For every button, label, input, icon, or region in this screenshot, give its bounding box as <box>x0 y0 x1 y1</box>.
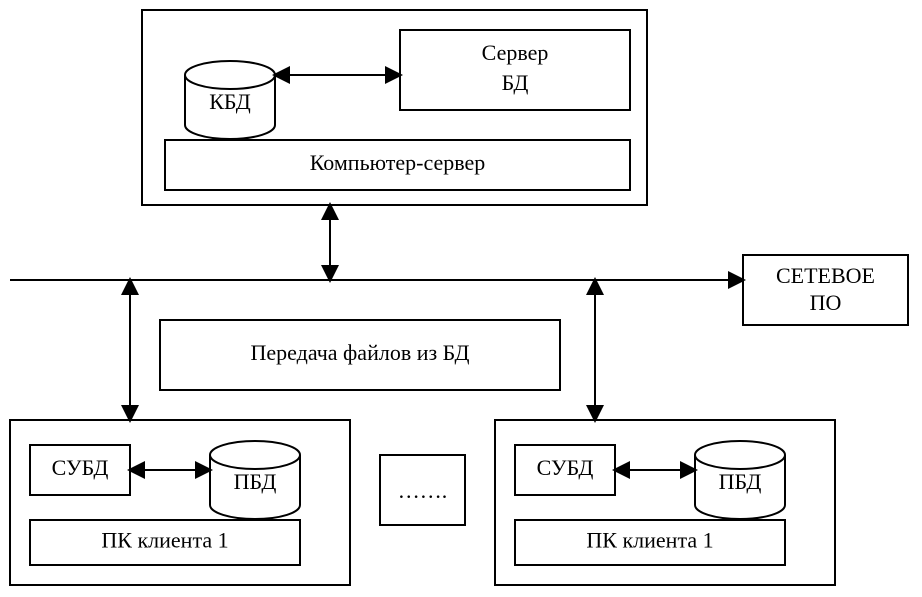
client-left-subd-label: СУБД <box>52 455 109 480</box>
ellipsis-box: ……. <box>380 455 465 525</box>
client-left-pbd-label: ПБД <box>234 469 277 494</box>
client-right-pc-label: ПК клиента 1 <box>586 528 713 553</box>
file-transfer-label: Передача файлов из БД <box>251 340 470 365</box>
db-server-line1: Сервер <box>482 40 549 65</box>
network-sw-line1: СЕТЕВОЕ <box>776 263 875 288</box>
client-left-pc-label: ПК клиента 1 <box>101 528 228 553</box>
client-left-container: СУБД ПБД ПК клиента 1 <box>10 420 350 585</box>
client-left-pbd-cylinder: ПБД <box>210 441 300 519</box>
computer-server-label: Компьютер-сервер <box>310 150 486 175</box>
client-right-container: СУБД ПБД ПК клиента 1 <box>495 420 835 585</box>
client-right-pbd-label: ПБД <box>719 469 762 494</box>
diagram-root: КБД Сервер БД Компьютер-сервер СЕТЕВОЕПО Пе… <box>0 0 922 597</box>
kbd-label: КБД <box>209 89 250 114</box>
network-sw-line2: ПО <box>810 290 842 315</box>
file-transfer-box: Передача файлов из БД <box>160 320 560 390</box>
kbd-cylinder: КБД <box>185 61 275 139</box>
client-right-subd-label: СУБД <box>537 455 594 480</box>
ellipsis-label: ……. <box>398 478 448 503</box>
client-right-pbd-cylinder: ПБД <box>695 441 785 519</box>
server-container: КБД Сервер БД Компьютер-сервер <box>142 10 647 205</box>
db-server-line2: БД <box>502 70 529 95</box>
network-software-box: СЕТЕВОЕПО <box>743 255 908 325</box>
